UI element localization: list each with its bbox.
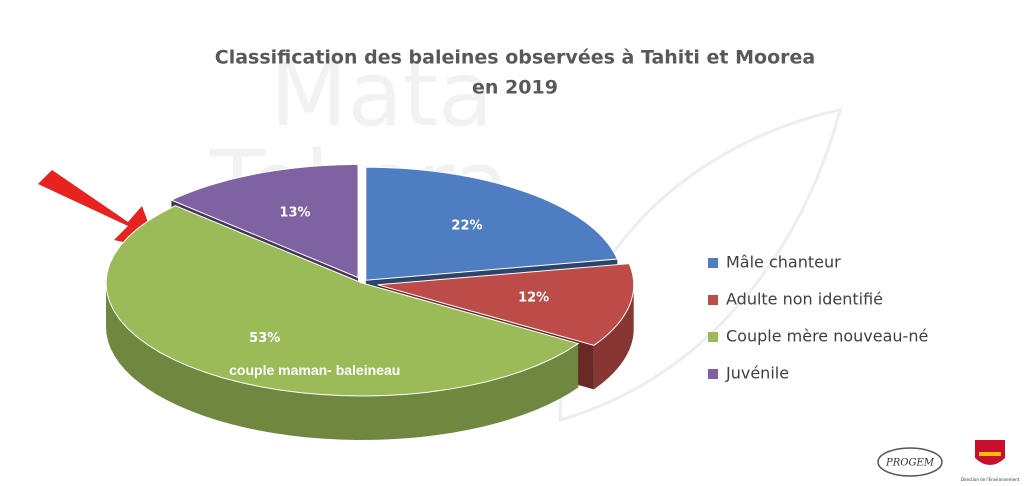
legend-label: Juvénile [725,364,789,383]
slice [377,263,635,346]
chart-title: Classification des baleines observées à … [215,47,815,69]
logo-text: PROGEM [885,458,935,469]
slice [170,163,359,279]
logos: PROGEM Direction de l'Environnement [877,440,1020,482]
logo-text: Direction de l'Environnement [961,477,1020,482]
arrow [38,170,158,250]
slice-side [106,283,579,440]
annotation: couple maman- baleineau [229,362,400,378]
slice [365,166,619,281]
pie: 22% 12% 53% 13% couple maman- baleineau [105,163,635,440]
legend-swatch [708,332,718,342]
legend-label: Mâle chanteur [726,253,841,272]
data-label: 12% [518,290,549,305]
legend-label: Couple mère nouveau-né [726,327,928,346]
data-label: 22% [451,219,482,234]
slice [105,205,580,397]
data-label: 53% [249,331,280,346]
legend: Mâle chanteur Adulte non identifié Couple … [708,253,928,383]
legend-swatch [708,295,718,305]
chart-title: en 2019 [472,77,558,99]
slice-side [593,284,634,390]
legend-swatch [708,369,718,379]
data-label: 13% [279,206,310,221]
logo-shape [877,447,943,477]
logo-shape [979,452,1001,456]
watermark-text: Mata [270,42,493,147]
legend-label: Adulte non identifié [726,290,883,309]
legend-swatch [708,258,718,268]
